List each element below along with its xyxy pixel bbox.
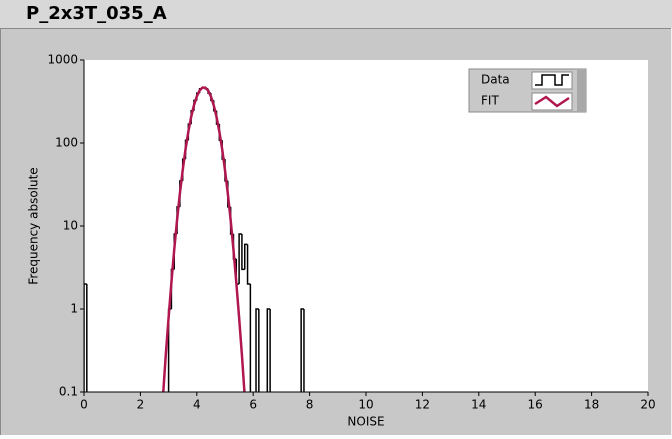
- histogram-bin: [258, 309, 260, 392]
- x-tick-label: 6: [249, 398, 257, 412]
- x-tick-label: 16: [528, 398, 543, 412]
- histogram-bin: [249, 284, 252, 392]
- fit-line: [162, 86, 246, 392]
- legend-swatch: [535, 74, 569, 86]
- histogram-bin: [303, 309, 305, 392]
- histogram-bin: [86, 284, 88, 392]
- x-tick-label: 2: [137, 398, 145, 412]
- histogram-bin: [238, 233, 242, 285]
- x-tick-label: 4: [193, 398, 201, 412]
- y-axis-label: Frequency absolute: [27, 167, 41, 284]
- histogram-bin: [255, 308, 259, 392]
- x-tick-label: 18: [584, 398, 599, 412]
- histogram-bin: [246, 244, 251, 285]
- title-bar: [0, 0, 672, 28]
- legend-scroll: [577, 69, 586, 112]
- histogram-bin: [241, 234, 245, 271]
- y-tick-label: 0.1: [59, 385, 78, 399]
- histogram-bin: [300, 308, 304, 392]
- x-axis-label: NOISE: [347, 415, 384, 429]
- legend-label: Data: [481, 73, 510, 87]
- x-tick-label: 8: [306, 398, 314, 412]
- histogram-bin: [84, 283, 87, 392]
- y-tick-label: 100: [55, 136, 78, 150]
- y-tick-label: 1000: [47, 53, 78, 67]
- x-tick-label: 10: [358, 398, 373, 412]
- histogram-bin: [266, 308, 271, 392]
- legend: Data FIT: [468, 68, 587, 113]
- histogram-bin: [269, 309, 271, 392]
- legend-swatch: [534, 95, 570, 108]
- plot-area: [84, 60, 648, 392]
- plot-layer: [84, 86, 305, 392]
- y-tick-label: 10: [63, 219, 78, 233]
- histogram-bin: [243, 243, 248, 270]
- x-tick-label: 12: [415, 398, 430, 412]
- legend-label: FIT: [481, 94, 499, 108]
- x-tick-label: 14: [471, 398, 486, 412]
- x-tick-label: 0: [80, 398, 88, 412]
- page-title: P_2x3T_035_A: [26, 3, 167, 24]
- y-tick-label: 1: [70, 302, 78, 316]
- x-tick-label: 20: [640, 398, 655, 412]
